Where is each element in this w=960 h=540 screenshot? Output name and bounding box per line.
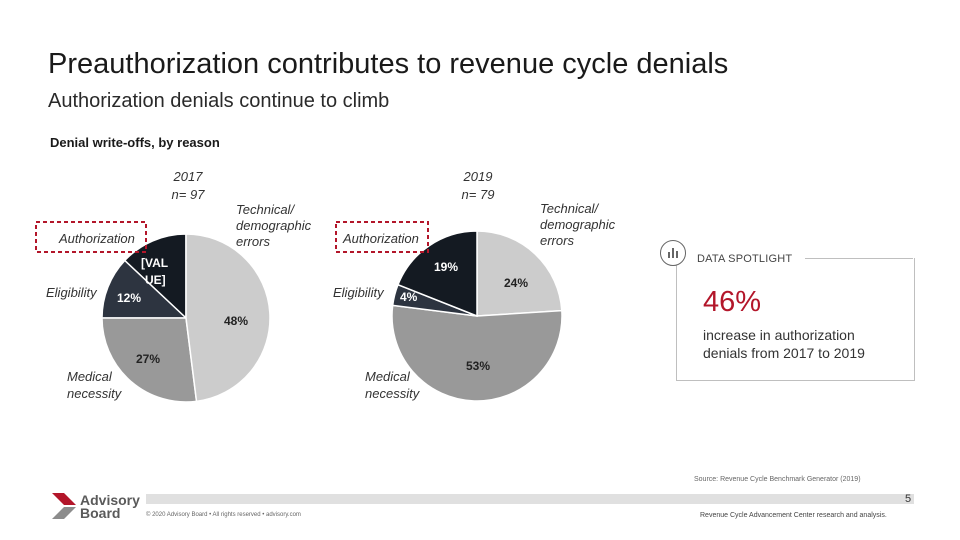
logo-line1: Advisory: [80, 492, 140, 508]
label-tech-2019-line2: demographic: [540, 217, 616, 232]
spotlight-text: increase in authorization denials from 2…: [703, 327, 865, 361]
chart-heading: Denial write-offs, by reason: [50, 135, 220, 150]
label-authorization-2017: Authorization: [58, 231, 135, 246]
value-eligibility-2019: 4%: [400, 290, 418, 304]
logo-line2: Board: [80, 505, 121, 521]
value-authorization-2017-line1: [VAL: [141, 256, 168, 270]
page-title: Preauthorization contributes to revenue …: [48, 48, 729, 80]
footer-bar: [146, 494, 914, 504]
pie-slice-2019-technical-demographic-errors: [476, 230, 563, 317]
value-eligibility-2017: 12%: [117, 291, 141, 305]
authorization-highlight-2019: [335, 221, 429, 253]
year-label-2017: 2017: [173, 169, 204, 184]
value-tech-2017: 48%: [224, 314, 248, 328]
label-eligibility-2019: Eligibility: [333, 285, 385, 300]
label-eligibility-2017: Eligibility: [46, 285, 98, 300]
label-tech-2017-line2: demographic: [236, 218, 312, 233]
pie-slice-2017-authorization: [123, 233, 187, 320]
year-label-2019: 2019: [463, 169, 493, 184]
n-label-2019: n= 79: [462, 187, 495, 202]
spotlight-label: DATA SPOTLIGHT: [697, 253, 793, 265]
pie-slice-2017-medical-necessity: [101, 317, 198, 403]
label-medical-2017-line2: necessity: [67, 386, 123, 401]
pie-slice-2017-eligibility: [101, 259, 188, 319]
spotlight-top-border: [805, 258, 913, 259]
spotlight-value: 46%: [703, 286, 762, 318]
source-note: Source: Revenue Cycle Benchmark Generato…: [694, 476, 861, 483]
pie-slice-2019-authorization: [396, 230, 478, 318]
label-tech-2019-line3: errors: [540, 233, 574, 248]
page-number: 5: [905, 493, 912, 505]
label-medical-2017-line1: Medical: [67, 369, 113, 384]
label-tech-2017-line3: errors: [236, 234, 270, 249]
magnifier-chart-icon: [660, 240, 686, 266]
spotlight-box: [676, 258, 915, 381]
value-authorization-2019: 19%: [434, 260, 458, 274]
advisory-board-logo-icon: [52, 493, 76, 519]
value-medical-2017: 27%: [136, 352, 160, 366]
label-tech-2017-line1: Technical/: [236, 202, 295, 217]
pie-2017: [101, 233, 271, 403]
value-tech-2019: 24%: [504, 276, 528, 290]
logo-text: Advisory Board: [80, 492, 140, 521]
pie-slice-2017-technical-demographic-errors: [185, 233, 271, 403]
label-tech-2019-line1: Technical/: [540, 201, 599, 216]
page-subtitle: Authorization denials continue to climb: [48, 90, 390, 112]
pie-slice-2019-medical-necessity: [391, 304, 563, 402]
value-authorization-2017-line2: UE]: [145, 273, 166, 287]
copyright: © 2020 Advisory Board • All rights reser…: [146, 512, 301, 518]
pie-2019: [391, 230, 563, 402]
n-label-2017: n= 97: [172, 187, 206, 202]
value-medical-2019: 53%: [466, 359, 490, 373]
label-medical-2019-line1: Medical: [365, 369, 411, 384]
label-medical-2019-line2: necessity: [365, 386, 421, 401]
footer-research-note: Revenue Cycle Advancement Center researc…: [700, 512, 887, 519]
label-authorization-2019: Authorization: [342, 231, 419, 246]
